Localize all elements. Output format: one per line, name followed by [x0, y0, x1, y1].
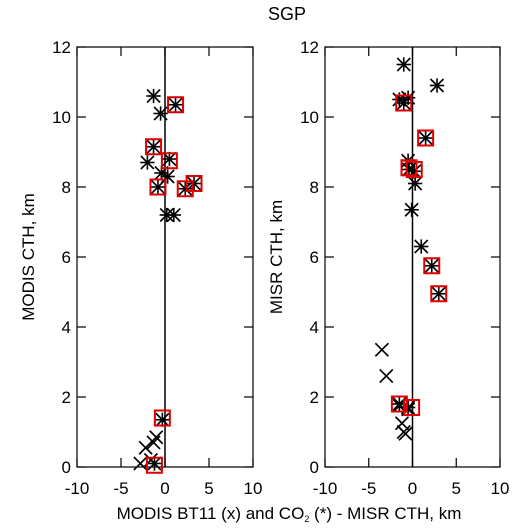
y-tick-label: 0	[62, 458, 71, 477]
asterisk-marker-point	[153, 106, 168, 121]
y-tick-label: 4	[310, 318, 319, 337]
x-label-part-2: (*) - MISR CTH, km	[309, 504, 461, 523]
y-tick-label: 6	[62, 248, 71, 267]
highlight-square	[149, 178, 167, 196]
y-tick-label: 8	[62, 178, 71, 197]
chart-title: SGP	[268, 4, 306, 24]
x-tick-label: -10	[313, 479, 338, 498]
x-tick-label: 5	[452, 479, 461, 498]
right-panel: -10 -5 0 5 10 0 2 4 6 8 10 12 MISR CTH, km	[267, 38, 509, 498]
asterisk-marker-point	[166, 207, 181, 223]
x-tick-label: 0	[160, 479, 169, 498]
x-label-part-1: MODIS BT11 (x) and CO	[117, 504, 305, 523]
highlight-square	[430, 285, 448, 303]
highlight-square	[160, 152, 178, 170]
highlight-square	[400, 159, 418, 177]
left-panel: -10 -5 0 5 10 0 2 4 6 8 10 12 MODIS CTH, km	[19, 38, 262, 498]
highlight-square	[185, 175, 203, 192]
asterisk-marker-point	[140, 155, 155, 170]
x-tick-label: 10	[244, 479, 263, 498]
highlight-square	[395, 94, 413, 112]
asterisk-marker-point	[418, 130, 433, 146]
y-tick-label: 8	[310, 178, 319, 197]
asterisk-marker-point	[404, 202, 419, 217]
asterisk-marker-point	[396, 57, 411, 72]
x-marker-point	[394, 416, 410, 431]
asterisk-marker-point	[429, 78, 445, 93]
x-tick-label: 10	[491, 479, 510, 498]
y-tick-label: 12	[300, 38, 319, 57]
x-marker-point	[146, 435, 161, 450]
shared-x-axis-label: MODIS BT11 (x) and CO2 (*) - MISR CTH, k…	[117, 504, 462, 524]
x-tick-label: -5	[361, 479, 376, 498]
y-tick-label: 10	[52, 108, 71, 127]
x-tick-label: -5	[113, 479, 128, 498]
highlight-square	[176, 180, 194, 198]
highlight-square	[423, 257, 441, 275]
asterisk-marker-point	[168, 97, 183, 112]
asterisk-marker-point	[431, 286, 446, 301]
asterisk-marker-point	[407, 176, 423, 191]
highlight-square	[417, 129, 435, 147]
x-tick-label: -10	[65, 479, 90, 498]
y-tick-label: 12	[52, 38, 71, 57]
asterisk-marker-point	[400, 400, 416, 415]
y-tick-label: 6	[310, 248, 319, 267]
asterisk-marker-point	[150, 179, 166, 195]
x-marker-point	[149, 430, 164, 445]
y-tick-label: 0	[310, 458, 319, 477]
highlight-square	[405, 161, 423, 178]
asterisk-marker-point	[146, 88, 161, 104]
asterisk-marker-point	[414, 239, 429, 254]
x-marker-point	[398, 426, 413, 441]
highlight-square	[145, 138, 163, 156]
asterisk-marker-point	[146, 139, 161, 154]
x-tick-label: 0	[408, 479, 417, 498]
x-label-subscript: 2	[304, 514, 309, 524]
asterisk-marker-point	[186, 176, 202, 191]
highlight-square	[403, 399, 421, 416]
y-tick-label: 4	[62, 318, 71, 337]
highlight-square	[167, 96, 185, 114]
asterisk-marker-point	[396, 95, 411, 111]
highlight-square	[145, 456, 163, 474]
x-tick-label: 5	[204, 479, 213, 498]
y-axis-label: MODIS CTH, km	[19, 193, 38, 321]
y-tick-label: 2	[62, 388, 71, 407]
highlight-square	[390, 395, 408, 413]
y-tick-label: 10	[300, 108, 319, 127]
highlight-square	[153, 409, 171, 427]
asterisk-marker-point	[424, 258, 439, 273]
x-marker-point	[374, 342, 389, 357]
y-tick-label: 2	[310, 388, 319, 407]
y-axis-label: MISR CTH, km	[267, 200, 286, 314]
asterisk-marker-point	[178, 181, 193, 196]
x-marker-point	[379, 368, 394, 384]
x-marker-point	[133, 456, 148, 471]
